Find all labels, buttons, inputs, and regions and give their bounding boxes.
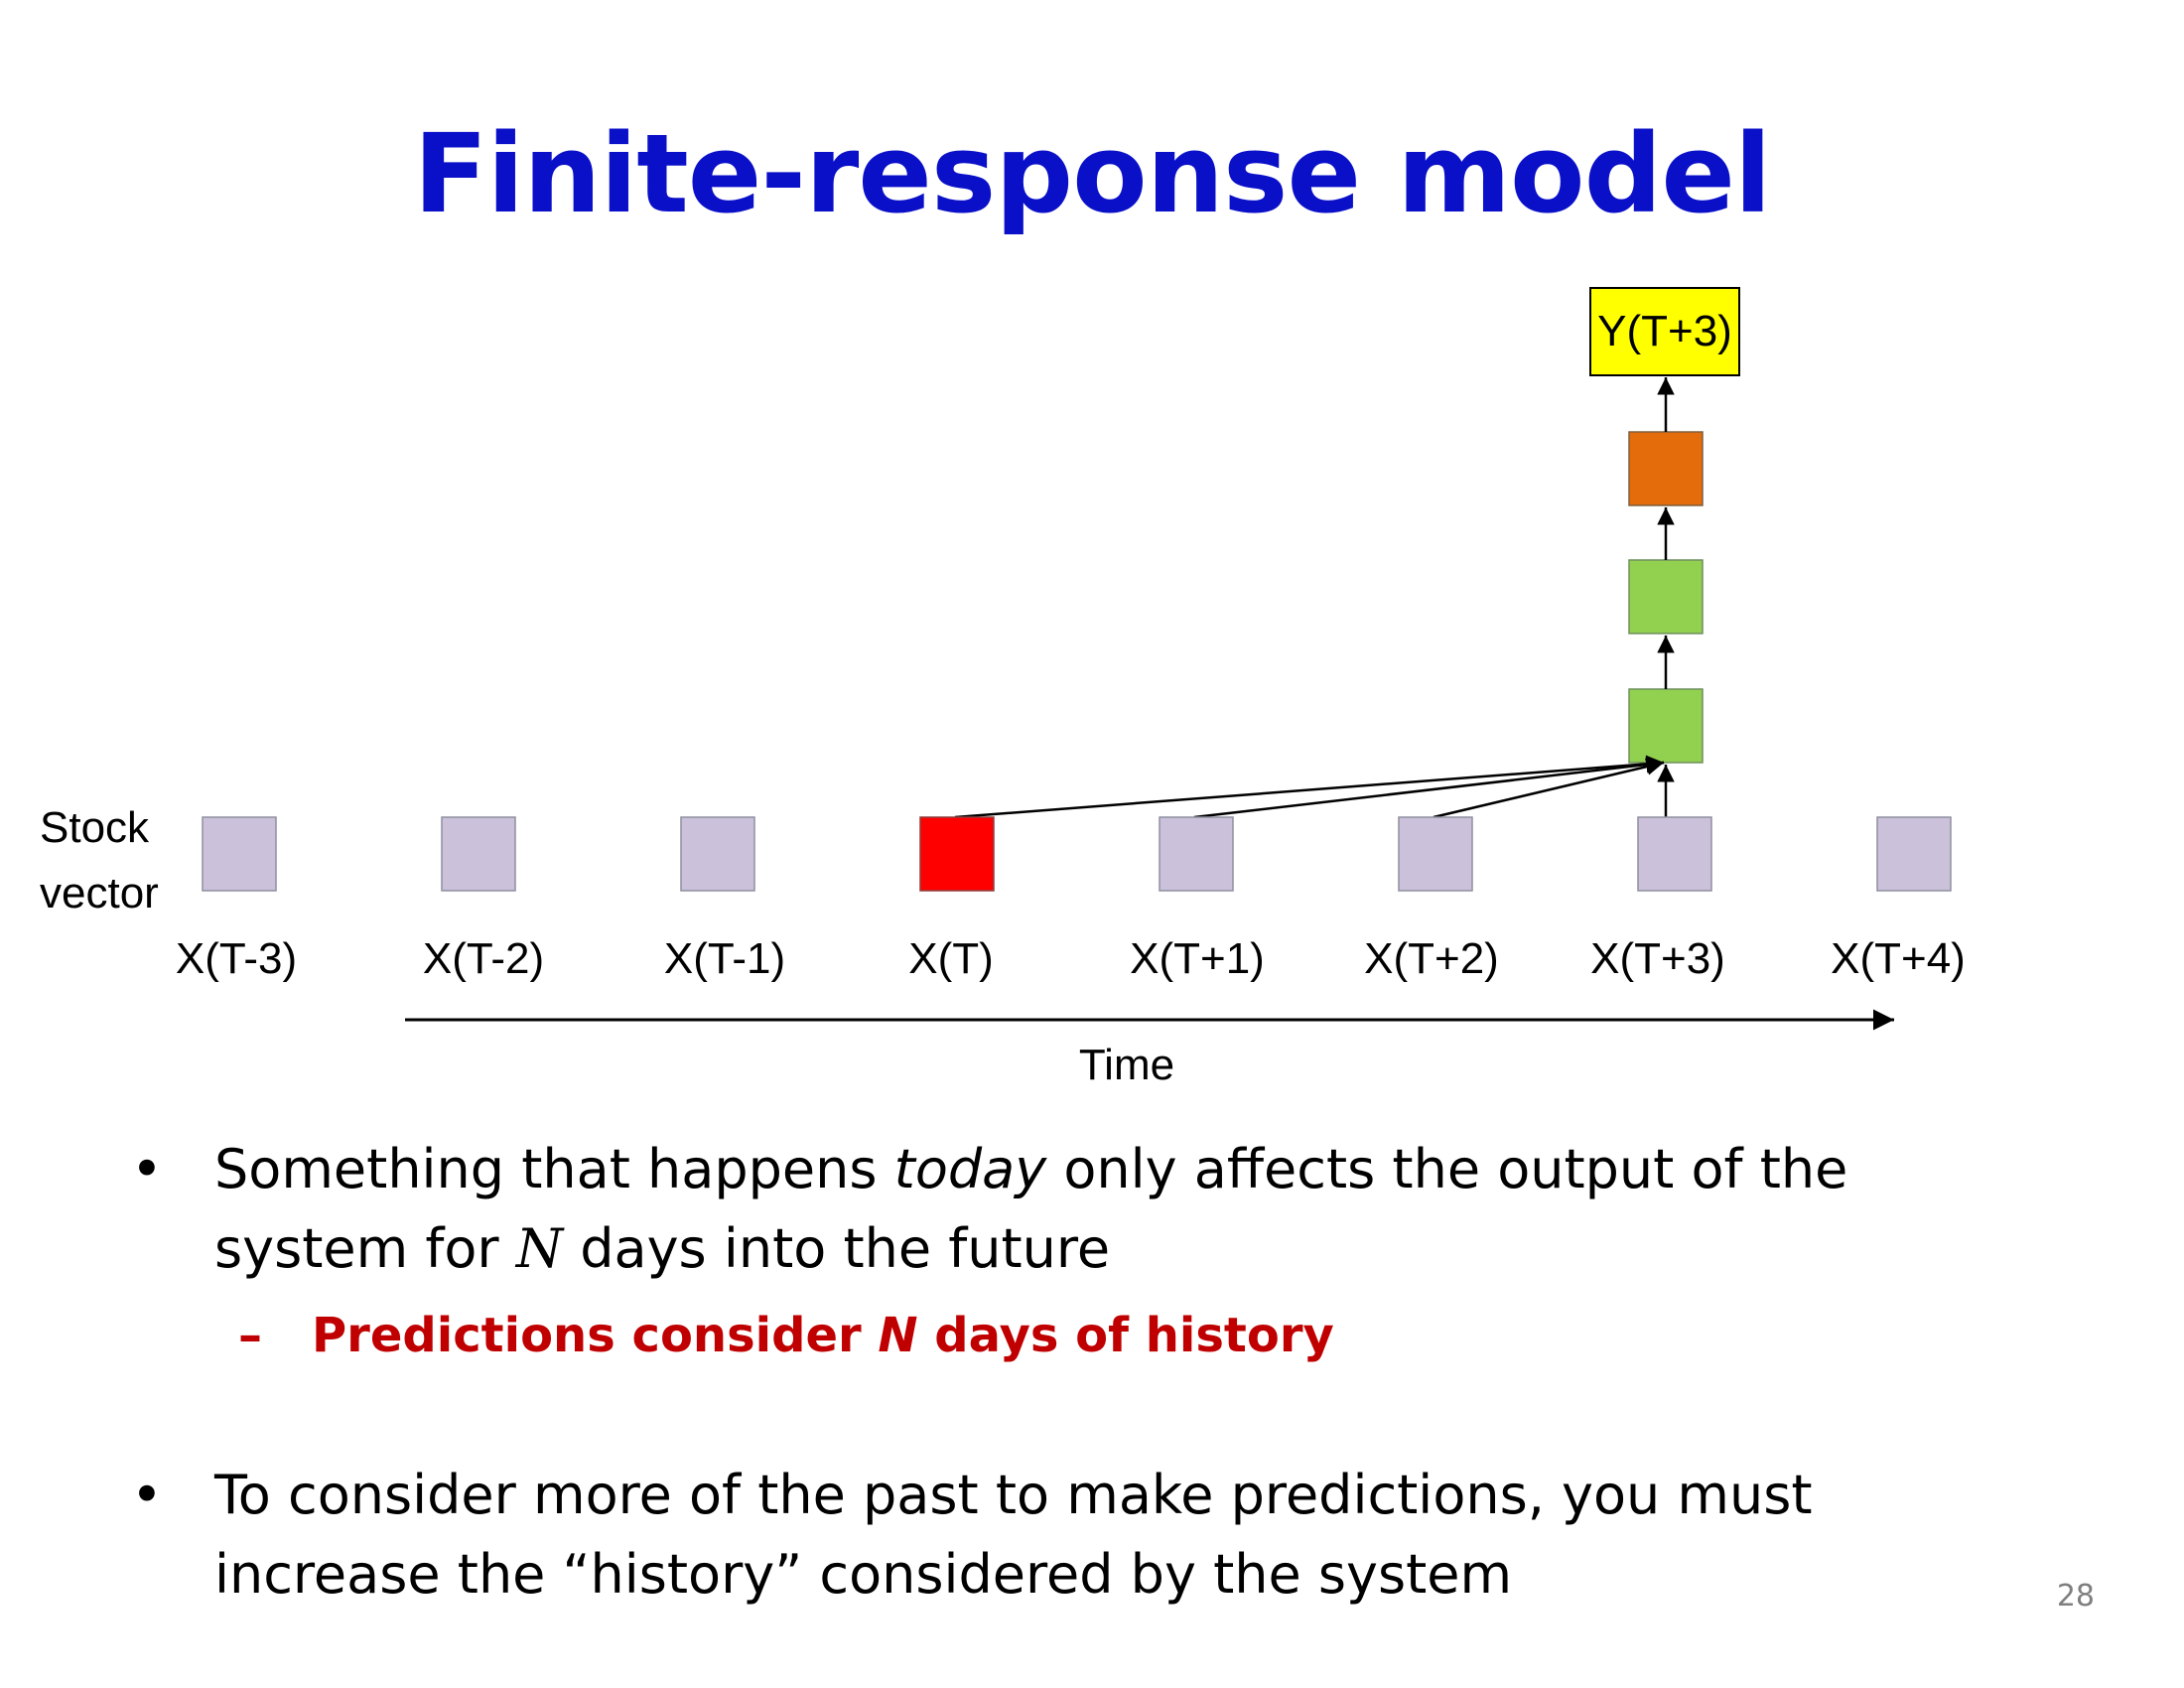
sub-bullet-text-post: days of history	[917, 1308, 1334, 1363]
bullet-marker: •	[131, 1138, 163, 1200]
input-label: X(T-3)	[176, 934, 297, 983]
bullet-1-italic: today	[893, 1138, 1047, 1200]
input-nodes	[202, 816, 1952, 892]
stock-label-line1: Stock	[40, 803, 150, 852]
input-label: X(T-2)	[423, 934, 544, 983]
sub-bullet-variable-n: N	[878, 1308, 918, 1363]
input-label: X(T+3)	[1590, 934, 1725, 983]
arrow-xt-to-hidden1	[954, 755, 1665, 819]
bullet-2-text: To consider more of the past to make pre…	[214, 1464, 1813, 1606]
bullet-1-text-pre: Something that happens	[214, 1138, 894, 1200]
bullet-1-text-post: days into the future	[563, 1217, 1111, 1280]
top-layer-node	[1628, 431, 1704, 506]
input-label: X(T+2)	[1364, 934, 1499, 983]
input-label: X(T+1)	[1130, 934, 1265, 983]
bullet-1-text-mid: only affects the output of the system fo…	[214, 1138, 1848, 1280]
input-label: X(T+4)	[1831, 934, 1966, 983]
hidden-layer-node-2	[1628, 559, 1704, 634]
input-node-x-t	[919, 816, 995, 892]
input-node-x-t-minus-3	[202, 816, 277, 892]
slide-title: Finite-response model	[413, 110, 1771, 237]
input-node-x-t-plus-2	[1398, 816, 1473, 892]
input-node-x-t-plus-1	[1159, 816, 1234, 892]
arrow-xt2-to-hidden1	[1433, 758, 1665, 819]
hidden-layer-node-1	[1628, 688, 1704, 764]
input-label: X(T)	[908, 934, 994, 983]
stock-label-line2: vector	[40, 869, 159, 917]
sub-bullet-text: Predictions consider N days of history	[312, 1301, 1900, 1370]
bullet-1-text: Something that happens today only affect…	[214, 1130, 2051, 1289]
input-node-x-t-plus-4	[1876, 816, 1952, 892]
input-label: X(T-1)	[664, 934, 785, 983]
bullet-marker: •	[131, 1464, 163, 1526]
page-number: 28	[2056, 1579, 2095, 1614]
arrow-xt1-to-hidden1	[1193, 756, 1665, 819]
time-label: Time	[1079, 1041, 1174, 1089]
output-label: Y(T+3)	[1597, 307, 1732, 355]
input-node-x-t-minus-1	[680, 816, 755, 892]
sub-bullet-text-pre: Predictions consider	[312, 1308, 879, 1363]
input-node-x-t-plus-3	[1637, 816, 1712, 892]
variable-n: N	[515, 1217, 564, 1280]
output-box	[1589, 287, 1740, 376]
sub-bullet-marker: –	[238, 1308, 262, 1363]
input-node-x-t-minus-2	[441, 816, 516, 892]
